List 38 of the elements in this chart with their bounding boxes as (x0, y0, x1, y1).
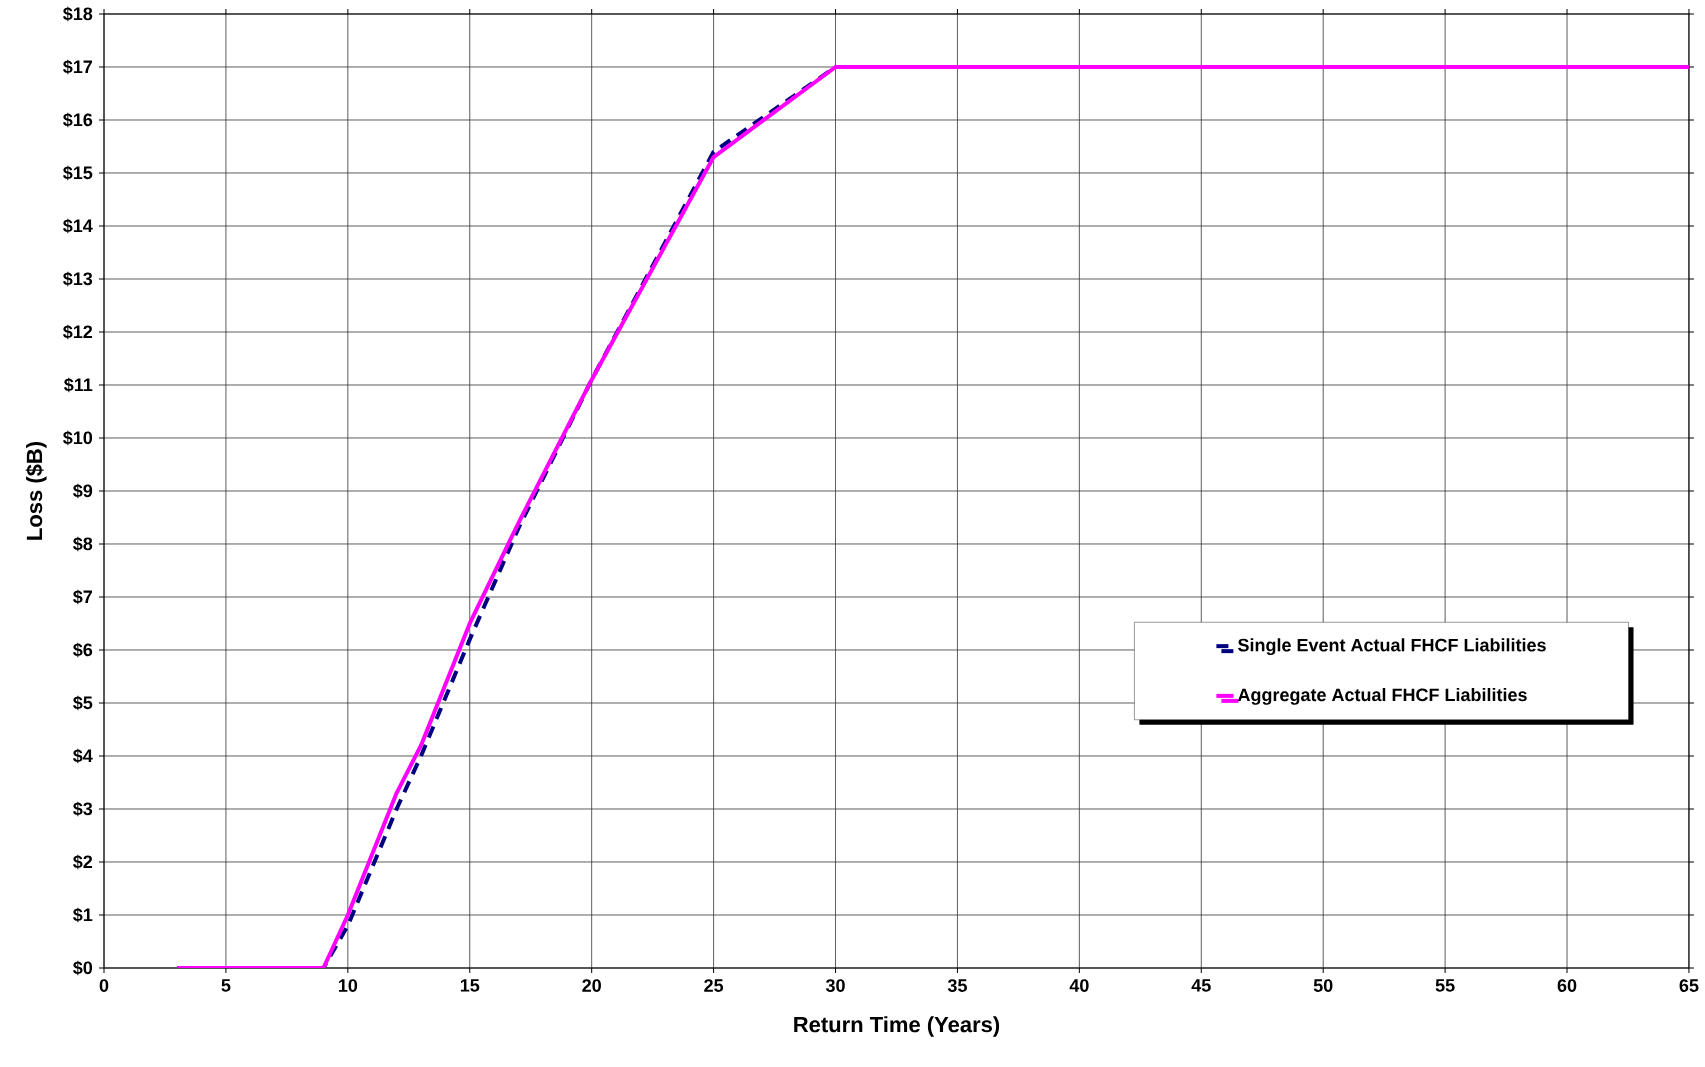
x-tick-label: 55 (1435, 979, 1455, 992)
legend-label: Single Event Actual FHCF Liabilities (1237, 638, 1546, 656)
legend-label: Aggregate Actual FHCF Liabilities (1237, 688, 1527, 705)
x-tick-label: 65 (1679, 979, 1699, 992)
x-tick-label: 45 (1191, 979, 1211, 992)
y-tick-label: $13 (63, 271, 93, 287)
y-tick-label: $10 (63, 430, 93, 446)
x-tick-label: 30 (825, 979, 845, 992)
x-tick-label: 0 (99, 979, 109, 992)
x-axis-title: Return Time (Years) (794, 1016, 1000, 1037)
x-tick-label: 60 (1557, 979, 1577, 992)
x-tick-label: 20 (582, 979, 601, 992)
line-series (175, 64, 1689, 968)
y-tick-label: $2 (73, 854, 93, 870)
y-tick-label: $12 (63, 324, 93, 340)
y-tick-label: $0 (73, 960, 93, 976)
x-tick-label: 5 (221, 979, 231, 992)
x-tick-label: 15 (460, 979, 480, 992)
y-tick-label: $15 (63, 165, 93, 181)
y-tick-label: $6 (73, 642, 93, 658)
y-axis-title: Loss ($B) (25, 441, 47, 540)
y-tick-label: $8 (73, 536, 93, 552)
x-tick-label: 35 (947, 979, 967, 992)
y-tick-label: $4 (73, 748, 93, 764)
x-tick-label: 50 (1313, 979, 1333, 992)
y-tick-label: $1 (73, 907, 93, 923)
y-tick-label: $3 (73, 801, 93, 817)
y-tick-label: $17 (63, 59, 93, 75)
x-tick-label: 10 (338, 979, 358, 992)
y-tick-label: $9 (73, 483, 93, 499)
y-tick-label: $14 (63, 218, 93, 234)
y-tick-label: $18 (63, 6, 93, 22)
y-tick-label: $16 (63, 112, 93, 128)
x-tick-label: 25 (704, 979, 724, 992)
x-tick-label: 40 (1069, 979, 1089, 992)
y-tick-label: $5 (73, 695, 93, 711)
y-tick-label: $11 (64, 377, 93, 393)
y-tick-label: $7 (73, 589, 93, 605)
